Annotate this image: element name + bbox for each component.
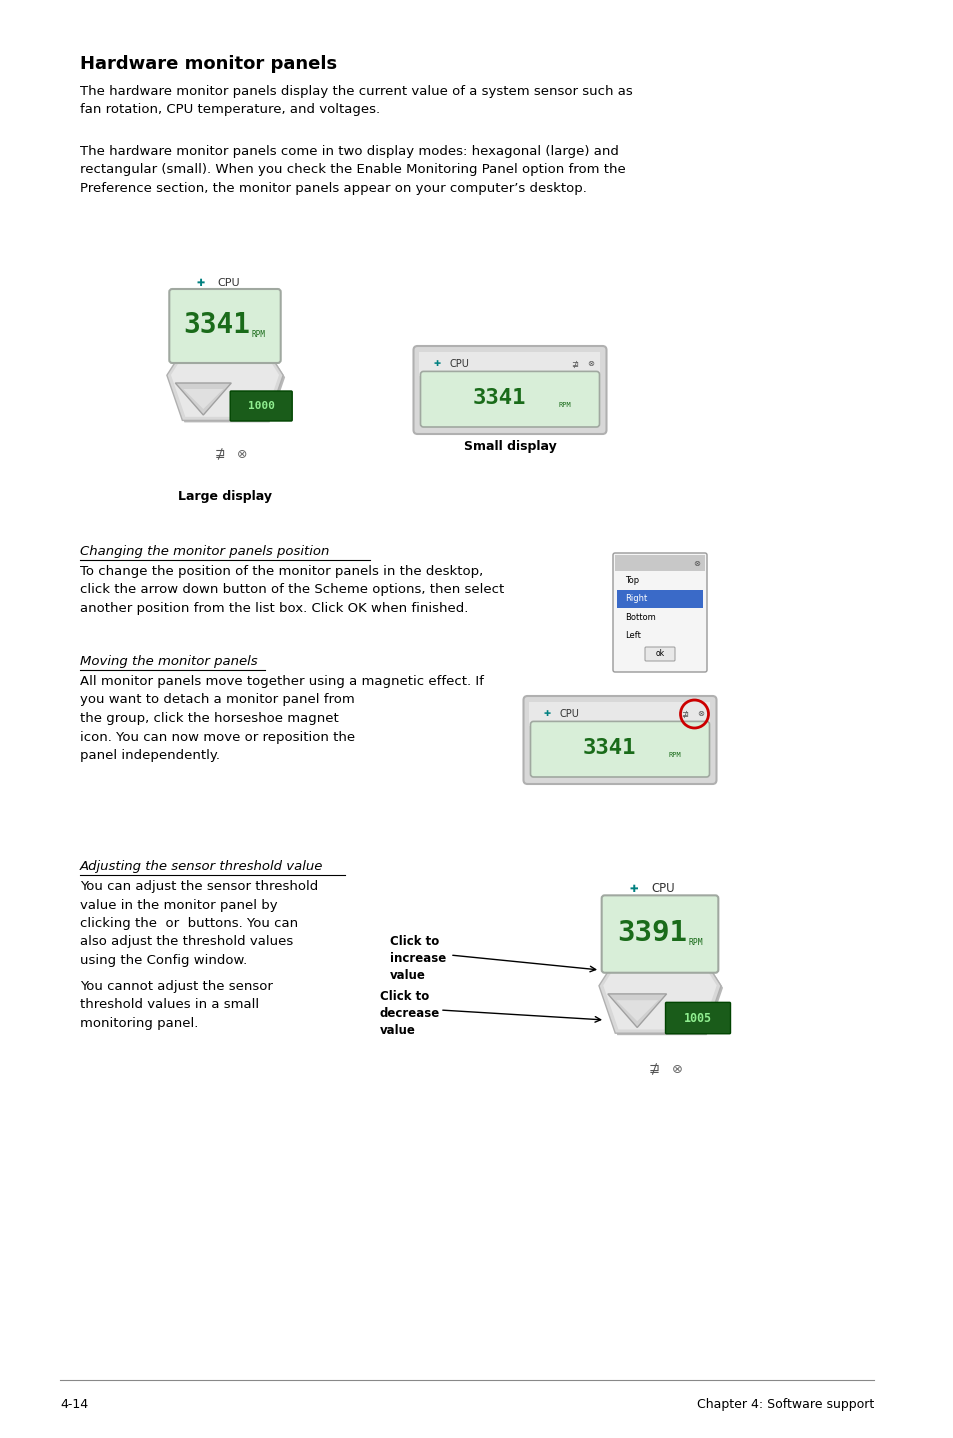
Bar	[529, 702, 710, 726]
Bar	[419, 352, 599, 375]
Polygon shape	[602, 929, 716, 1030]
Text: CPU: CPU	[217, 278, 239, 288]
Text: Click to
decrease
value: Click to decrease value	[379, 989, 439, 1037]
Text: Changing the monitor panels position: Changing the monitor panels position	[80, 545, 329, 558]
FancyBboxPatch shape	[644, 647, 675, 661]
Text: CPU: CPU	[449, 360, 469, 370]
Polygon shape	[183, 390, 223, 408]
Text: ⋣: ⋣	[571, 360, 578, 368]
Text: ⊗: ⊗	[236, 449, 247, 462]
Text: Click to
increase
value: Click to increase value	[390, 935, 446, 982]
Text: 3341: 3341	[582, 738, 636, 758]
Polygon shape	[607, 994, 666, 1028]
Text: CPU: CPU	[651, 883, 675, 896]
Text: 1005: 1005	[683, 1011, 711, 1024]
Text: 1000: 1000	[248, 401, 274, 411]
FancyBboxPatch shape	[523, 696, 716, 784]
Text: ⊗: ⊗	[672, 1063, 682, 1076]
FancyBboxPatch shape	[413, 347, 606, 434]
FancyBboxPatch shape	[601, 896, 718, 972]
Text: Right: Right	[624, 594, 646, 604]
Text: To change the position of the monitor panels in the desktop,
click the arrow dow: To change the position of the monitor pa…	[80, 565, 504, 615]
FancyBboxPatch shape	[230, 391, 292, 421]
Text: Chapter 4: Software support: Chapter 4: Software support	[696, 1398, 873, 1411]
Text: 3341: 3341	[473, 388, 526, 408]
Bar	[615, 555, 704, 571]
Text: 3341: 3341	[184, 311, 251, 338]
Text: RPM: RPM	[558, 403, 571, 408]
Text: Top: Top	[624, 575, 639, 585]
Polygon shape	[616, 1001, 658, 1021]
Text: ✚: ✚	[434, 360, 440, 368]
Text: ✚: ✚	[629, 884, 638, 894]
Text: ⋣: ⋣	[680, 709, 687, 719]
Text: Moving the monitor panels: Moving the monitor panels	[80, 654, 257, 669]
Bar	[617, 590, 702, 608]
Text: ⋣: ⋣	[214, 449, 225, 462]
Text: Left: Left	[624, 631, 640, 640]
Text: 4-14: 4-14	[60, 1398, 88, 1411]
Text: 3391: 3391	[617, 919, 686, 946]
Text: Hardware monitor panels: Hardware monitor panels	[80, 55, 336, 73]
Polygon shape	[169, 319, 285, 423]
Text: CPU: CPU	[558, 709, 578, 719]
FancyBboxPatch shape	[613, 554, 706, 672]
Text: ✚: ✚	[543, 709, 551, 719]
Text: ⊗: ⊗	[697, 709, 703, 719]
Text: RPM: RPM	[668, 752, 681, 758]
Text: RPM: RPM	[252, 329, 265, 339]
Text: Bottom: Bottom	[624, 613, 655, 621]
Text: ⊗: ⊗	[586, 360, 594, 368]
Polygon shape	[171, 321, 279, 417]
Text: Adjusting the sensor threshold value: Adjusting the sensor threshold value	[80, 860, 323, 873]
Text: The hardware monitor panels come in two display modes: hexagonal (large) and
rec: The hardware monitor panels come in two …	[80, 145, 625, 196]
Text: ⊗: ⊗	[693, 558, 700, 568]
Text: ok: ok	[655, 650, 664, 659]
FancyBboxPatch shape	[665, 1002, 730, 1034]
Polygon shape	[598, 925, 720, 1032]
FancyBboxPatch shape	[420, 371, 598, 427]
Text: Large display: Large display	[178, 490, 272, 503]
Text: The hardware monitor panels display the current value of a system sensor such as: The hardware monitor panels display the …	[80, 85, 632, 116]
Polygon shape	[175, 383, 231, 416]
Text: RPM: RPM	[687, 938, 702, 948]
Text: All monitor panels move together using a magnetic effect. If
you want to detach : All monitor panels move together using a…	[80, 674, 483, 762]
Text: You can adjust the sensor threshold
value in the monitor panel by
clicking the  : You can adjust the sensor threshold valu…	[80, 880, 318, 966]
Text: You cannot adjust the sensor
threshold values in a small
monitoring panel.: You cannot adjust the sensor threshold v…	[80, 981, 273, 1030]
FancyBboxPatch shape	[169, 289, 280, 362]
Text: ⋣: ⋣	[648, 1063, 659, 1076]
Polygon shape	[600, 928, 722, 1035]
FancyBboxPatch shape	[530, 722, 709, 777]
Polygon shape	[167, 318, 283, 420]
Text: Small display: Small display	[463, 440, 556, 453]
Text: ✚: ✚	[196, 278, 204, 288]
